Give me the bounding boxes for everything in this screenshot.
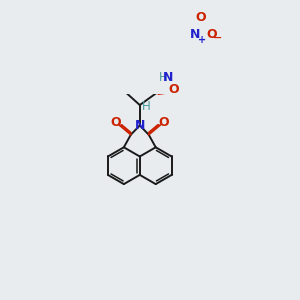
Text: O: O [111,116,121,130]
Text: N: N [135,119,145,132]
Text: N: N [163,70,174,84]
Text: +: + [198,34,206,45]
Text: H: H [159,70,168,84]
Text: H: H [142,100,150,113]
Text: −: − [213,33,222,43]
Text: O: O [206,28,217,40]
Text: O: O [169,83,179,96]
Text: O: O [158,116,169,130]
Text: O: O [195,11,206,24]
Text: N: N [190,28,200,40]
